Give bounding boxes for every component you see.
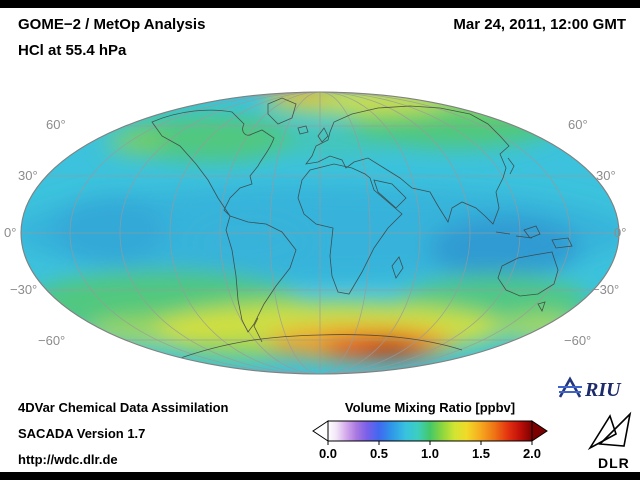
colorbar-right-arrow xyxy=(531,420,548,442)
lat-label-right-60s: −60° xyxy=(564,333,592,348)
colorbar xyxy=(312,420,548,446)
credit-line-3: http://wdc.dlr.de xyxy=(18,452,118,467)
riu-logo-svg: RIU xyxy=(558,376,622,401)
lat-label-right-0: 0° xyxy=(614,225,627,240)
colorbar-left-arrow xyxy=(312,420,329,442)
world-map xyxy=(0,80,640,396)
colorbar-tick-2: 1.0 xyxy=(420,446,440,461)
lat-label-right-60n: 60° xyxy=(568,117,588,132)
lat-label-right-30s: −30° xyxy=(592,282,620,297)
lat-label-left-60n: 60° xyxy=(46,117,66,132)
colorbar-gradient xyxy=(327,420,533,442)
map-svg xyxy=(20,91,620,375)
bottom-bar xyxy=(0,472,640,480)
colorbar-tick-3: 1.5 xyxy=(471,446,491,461)
colorbar-tick-4: 2.0 xyxy=(522,446,542,461)
colorbar-tick-0: 0.0 xyxy=(318,446,338,461)
page-subtitle: HCl at 55.4 hPa xyxy=(18,42,127,59)
top-bar xyxy=(0,0,640,8)
lat-label-left-30s: −30° xyxy=(10,282,38,297)
page-title: GOME−2 / MetOp Analysis xyxy=(18,16,206,33)
dlr-logo: DLR xyxy=(580,410,638,472)
lat-label-left-30n: 30° xyxy=(18,168,38,183)
continent-outlines xyxy=(151,97,573,361)
dlr-logo-text: DLR xyxy=(598,455,630,471)
map-boundary xyxy=(20,91,620,375)
lat-label-left-60s: −60° xyxy=(38,333,66,348)
credit-line-2: SACADA Version 1.7 xyxy=(18,426,146,441)
riu-logo-text: RIU xyxy=(584,379,622,401)
colorbar-tickmarks xyxy=(327,441,533,445)
credit-line-1: 4DVar Chemical Data Assimilation xyxy=(18,400,229,415)
lat-label-right-30n: 30° xyxy=(596,168,616,183)
colorbar-svg xyxy=(312,420,548,445)
dlr-wing-icon-2 xyxy=(598,411,632,447)
riu-logo: RIU xyxy=(556,374,638,402)
colorbar-tick-1: 0.5 xyxy=(369,446,389,461)
lat-label-left-0: 0° xyxy=(4,225,17,240)
colorbar-title: Volume Mixing Ratio [ppbv] xyxy=(344,400,516,415)
datetime-label: Mar 24, 2011, 12:00 GMT xyxy=(453,16,626,33)
dlr-logo-svg: DLR xyxy=(587,411,632,471)
